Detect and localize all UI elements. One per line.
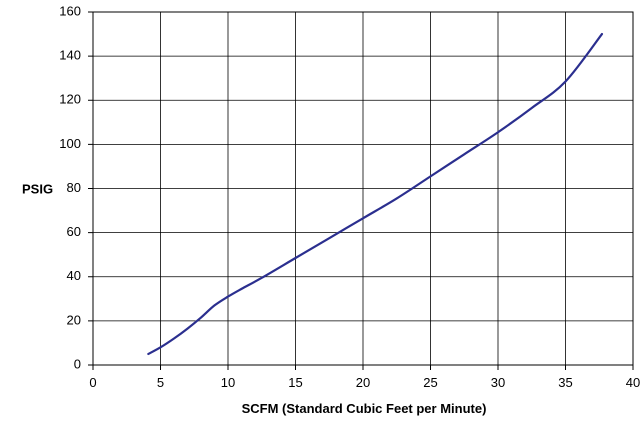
x-axis-title: SCFM (Standard Cubic Feet per Minute) xyxy=(242,401,487,416)
axis-ticks xyxy=(88,11,634,370)
x-tick-label: 10 xyxy=(221,375,235,390)
y-tick-label: 20 xyxy=(67,312,81,327)
y-tick-label: 100 xyxy=(59,136,81,151)
y-axis-tick-labels: 0 20 40 60 80 100 120 140 160 xyxy=(59,3,81,371)
x-tick-label: 20 xyxy=(356,375,370,390)
x-tick-label: 30 xyxy=(491,375,505,390)
grid-lines xyxy=(93,12,633,365)
x-tick-label: 40 xyxy=(626,375,640,390)
y-tick-label: 160 xyxy=(59,3,81,18)
y-tick-label: 80 xyxy=(67,180,81,195)
y-tick-label: 0 xyxy=(74,356,81,371)
x-tick-label: 25 xyxy=(423,375,437,390)
y-tick-label: 140 xyxy=(59,48,81,63)
y-axis-title: PSIG xyxy=(22,181,53,196)
y-tick-label: 60 xyxy=(67,224,81,239)
x-tick-label: 35 xyxy=(558,375,572,390)
x-axis-tick-labels: 0 5 10 15 20 25 30 35 40 xyxy=(89,375,640,390)
x-tick-label: 15 xyxy=(288,375,302,390)
x-tick-label: 0 xyxy=(89,375,96,390)
series-line-0 xyxy=(147,32,604,356)
x-tick-label: 5 xyxy=(157,375,164,390)
series-layer xyxy=(147,32,604,356)
y-tick-label: 40 xyxy=(67,268,81,283)
y-tick-label: 120 xyxy=(59,92,81,107)
